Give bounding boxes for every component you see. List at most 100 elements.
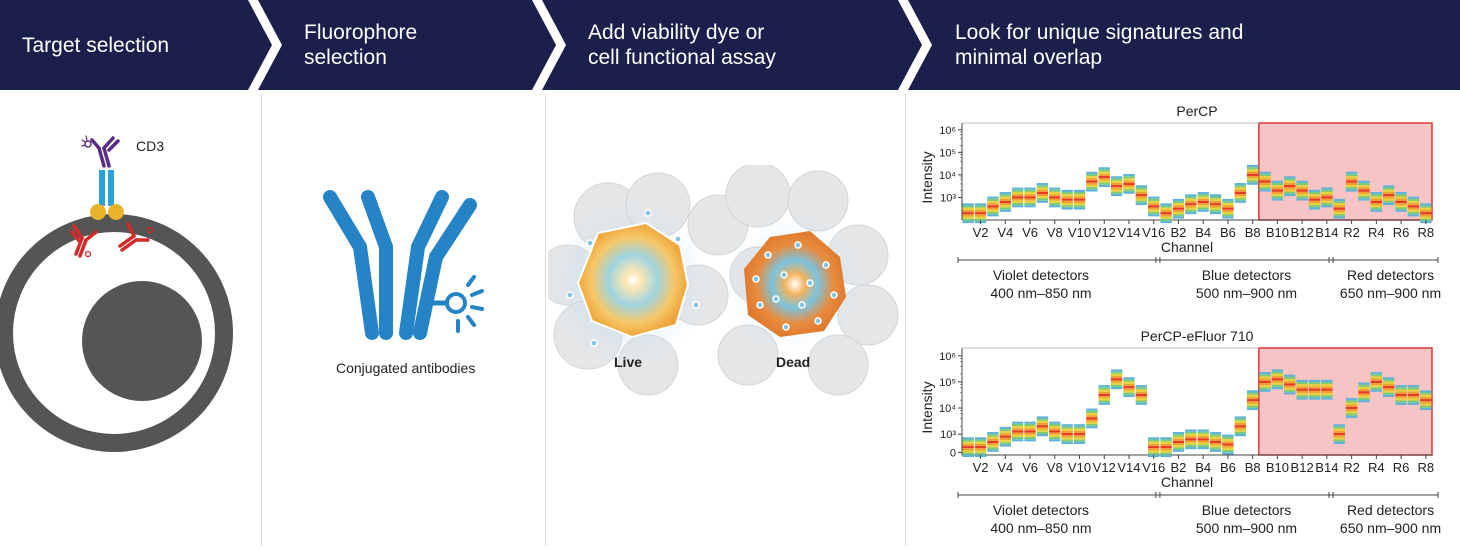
bar-band	[1222, 441, 1234, 444]
x-tick-label: B8	[1245, 225, 1261, 240]
bar-band	[1222, 445, 1234, 448]
bar-band	[1160, 207, 1172, 210]
bar-band	[1123, 189, 1135, 192]
bar-band	[974, 203, 987, 206]
bar-band	[1284, 180, 1296, 183]
bar-band	[1222, 205, 1234, 208]
bar-band	[1420, 394, 1432, 397]
bar-band	[1185, 194, 1197, 197]
bar-band	[1222, 443, 1234, 446]
bar-band	[1160, 454, 1172, 458]
y-tick-label: 10³	[940, 192, 956, 204]
bar-band	[1086, 176, 1098, 179]
bar-band	[1296, 196, 1308, 199]
bar-band	[1395, 389, 1407, 392]
bar-band	[1284, 187, 1296, 190]
bar-band	[1086, 410, 1098, 413]
x-tick-label: B4	[1195, 225, 1211, 240]
bar-band	[1308, 200, 1321, 203]
bar-band	[1209, 438, 1222, 441]
bar-band	[1321, 187, 1333, 190]
x-tick-label: V6	[1022, 460, 1038, 475]
bar-band	[974, 439, 987, 442]
channel-bar-B6	[1222, 434, 1234, 455]
bar-band	[1135, 200, 1148, 203]
bar-band	[1246, 394, 1259, 397]
bar-band	[1308, 386, 1321, 389]
bar-band	[1110, 180, 1123, 183]
bar-band	[1061, 207, 1073, 210]
bar-band	[1370, 380, 1383, 384]
bar-band	[1061, 189, 1073, 192]
bar-band	[1123, 377, 1135, 380]
bar-band	[1383, 196, 1395, 199]
bar-band	[999, 198, 1011, 201]
step-4-label: Look for unique signatures and minimal o…	[955, 20, 1243, 70]
bar-band	[1259, 372, 1271, 375]
bar-band	[1284, 178, 1296, 181]
bar-band	[1160, 214, 1172, 217]
bar-band	[1259, 374, 1271, 377]
channel-bar-B8	[1246, 164, 1259, 185]
channel-bar-V13	[1110, 176, 1123, 197]
bar-band	[1308, 390, 1321, 394]
bar-band	[1098, 180, 1110, 183]
channel-bar-V1	[962, 437, 974, 458]
detector-group-range: 500 nm–900 nm	[1196, 520, 1297, 536]
bar-band	[1370, 200, 1383, 204]
bar-band	[1420, 214, 1432, 217]
bar-band	[1148, 450, 1160, 453]
bar-band	[1383, 200, 1395, 203]
bar-band	[987, 200, 999, 204]
step-2-arrow	[258, 0, 556, 90]
bar-band	[1370, 192, 1383, 195]
bar-band	[1395, 207, 1407, 210]
bar-band	[987, 196, 999, 199]
bar-band	[1321, 205, 1333, 208]
bar-band	[999, 442, 1011, 445]
bar-band	[1073, 202, 1086, 206]
bar-band	[1234, 196, 1246, 199]
bar-band	[1148, 214, 1160, 217]
x-tick-label: B6	[1220, 225, 1236, 240]
bar-band	[1246, 403, 1259, 406]
bar-band	[1148, 205, 1160, 208]
bar-band	[1123, 381, 1135, 384]
conjugated-antibody-illustration	[323, 190, 484, 340]
bar-band	[1098, 184, 1110, 188]
bar-band	[1209, 200, 1222, 204]
bar-band	[1209, 443, 1222, 446]
bar-band	[1383, 187, 1395, 190]
channel-bar-R5	[1383, 377, 1395, 398]
bar-band	[1148, 196, 1160, 199]
bar-band	[1222, 214, 1234, 217]
y-tick-label: 10⁴	[939, 403, 956, 415]
bar-band	[1135, 389, 1148, 392]
bar-band	[1185, 203, 1197, 206]
bar-band	[999, 437, 1011, 441]
bar-band	[962, 437, 974, 440]
bar-band	[1086, 189, 1098, 192]
channel-bar-B11	[1284, 176, 1296, 197]
bar-band	[987, 436, 999, 439]
bar-band	[1407, 400, 1420, 403]
bar-band	[1420, 392, 1432, 395]
bar-band	[1185, 205, 1197, 208]
bar-band	[1246, 173, 1259, 176]
bar-band	[1395, 192, 1407, 195]
bar-band	[1061, 200, 1073, 203]
bar-band	[1308, 393, 1321, 396]
bar-band	[1135, 400, 1148, 403]
bar-band	[1383, 198, 1395, 201]
channel-bar-B2	[1172, 432, 1185, 452]
bar-band	[1073, 424, 1086, 427]
bar-band	[1259, 378, 1271, 381]
bar-band	[962, 220, 974, 224]
bar-band	[1036, 422, 1049, 426]
bar-band	[1259, 385, 1271, 388]
x-tick-label: R4	[1368, 225, 1385, 240]
bar-band	[1234, 187, 1246, 190]
bar-band	[1024, 194, 1036, 197]
bar-band	[1209, 434, 1222, 437]
bar-band	[1370, 196, 1383, 199]
